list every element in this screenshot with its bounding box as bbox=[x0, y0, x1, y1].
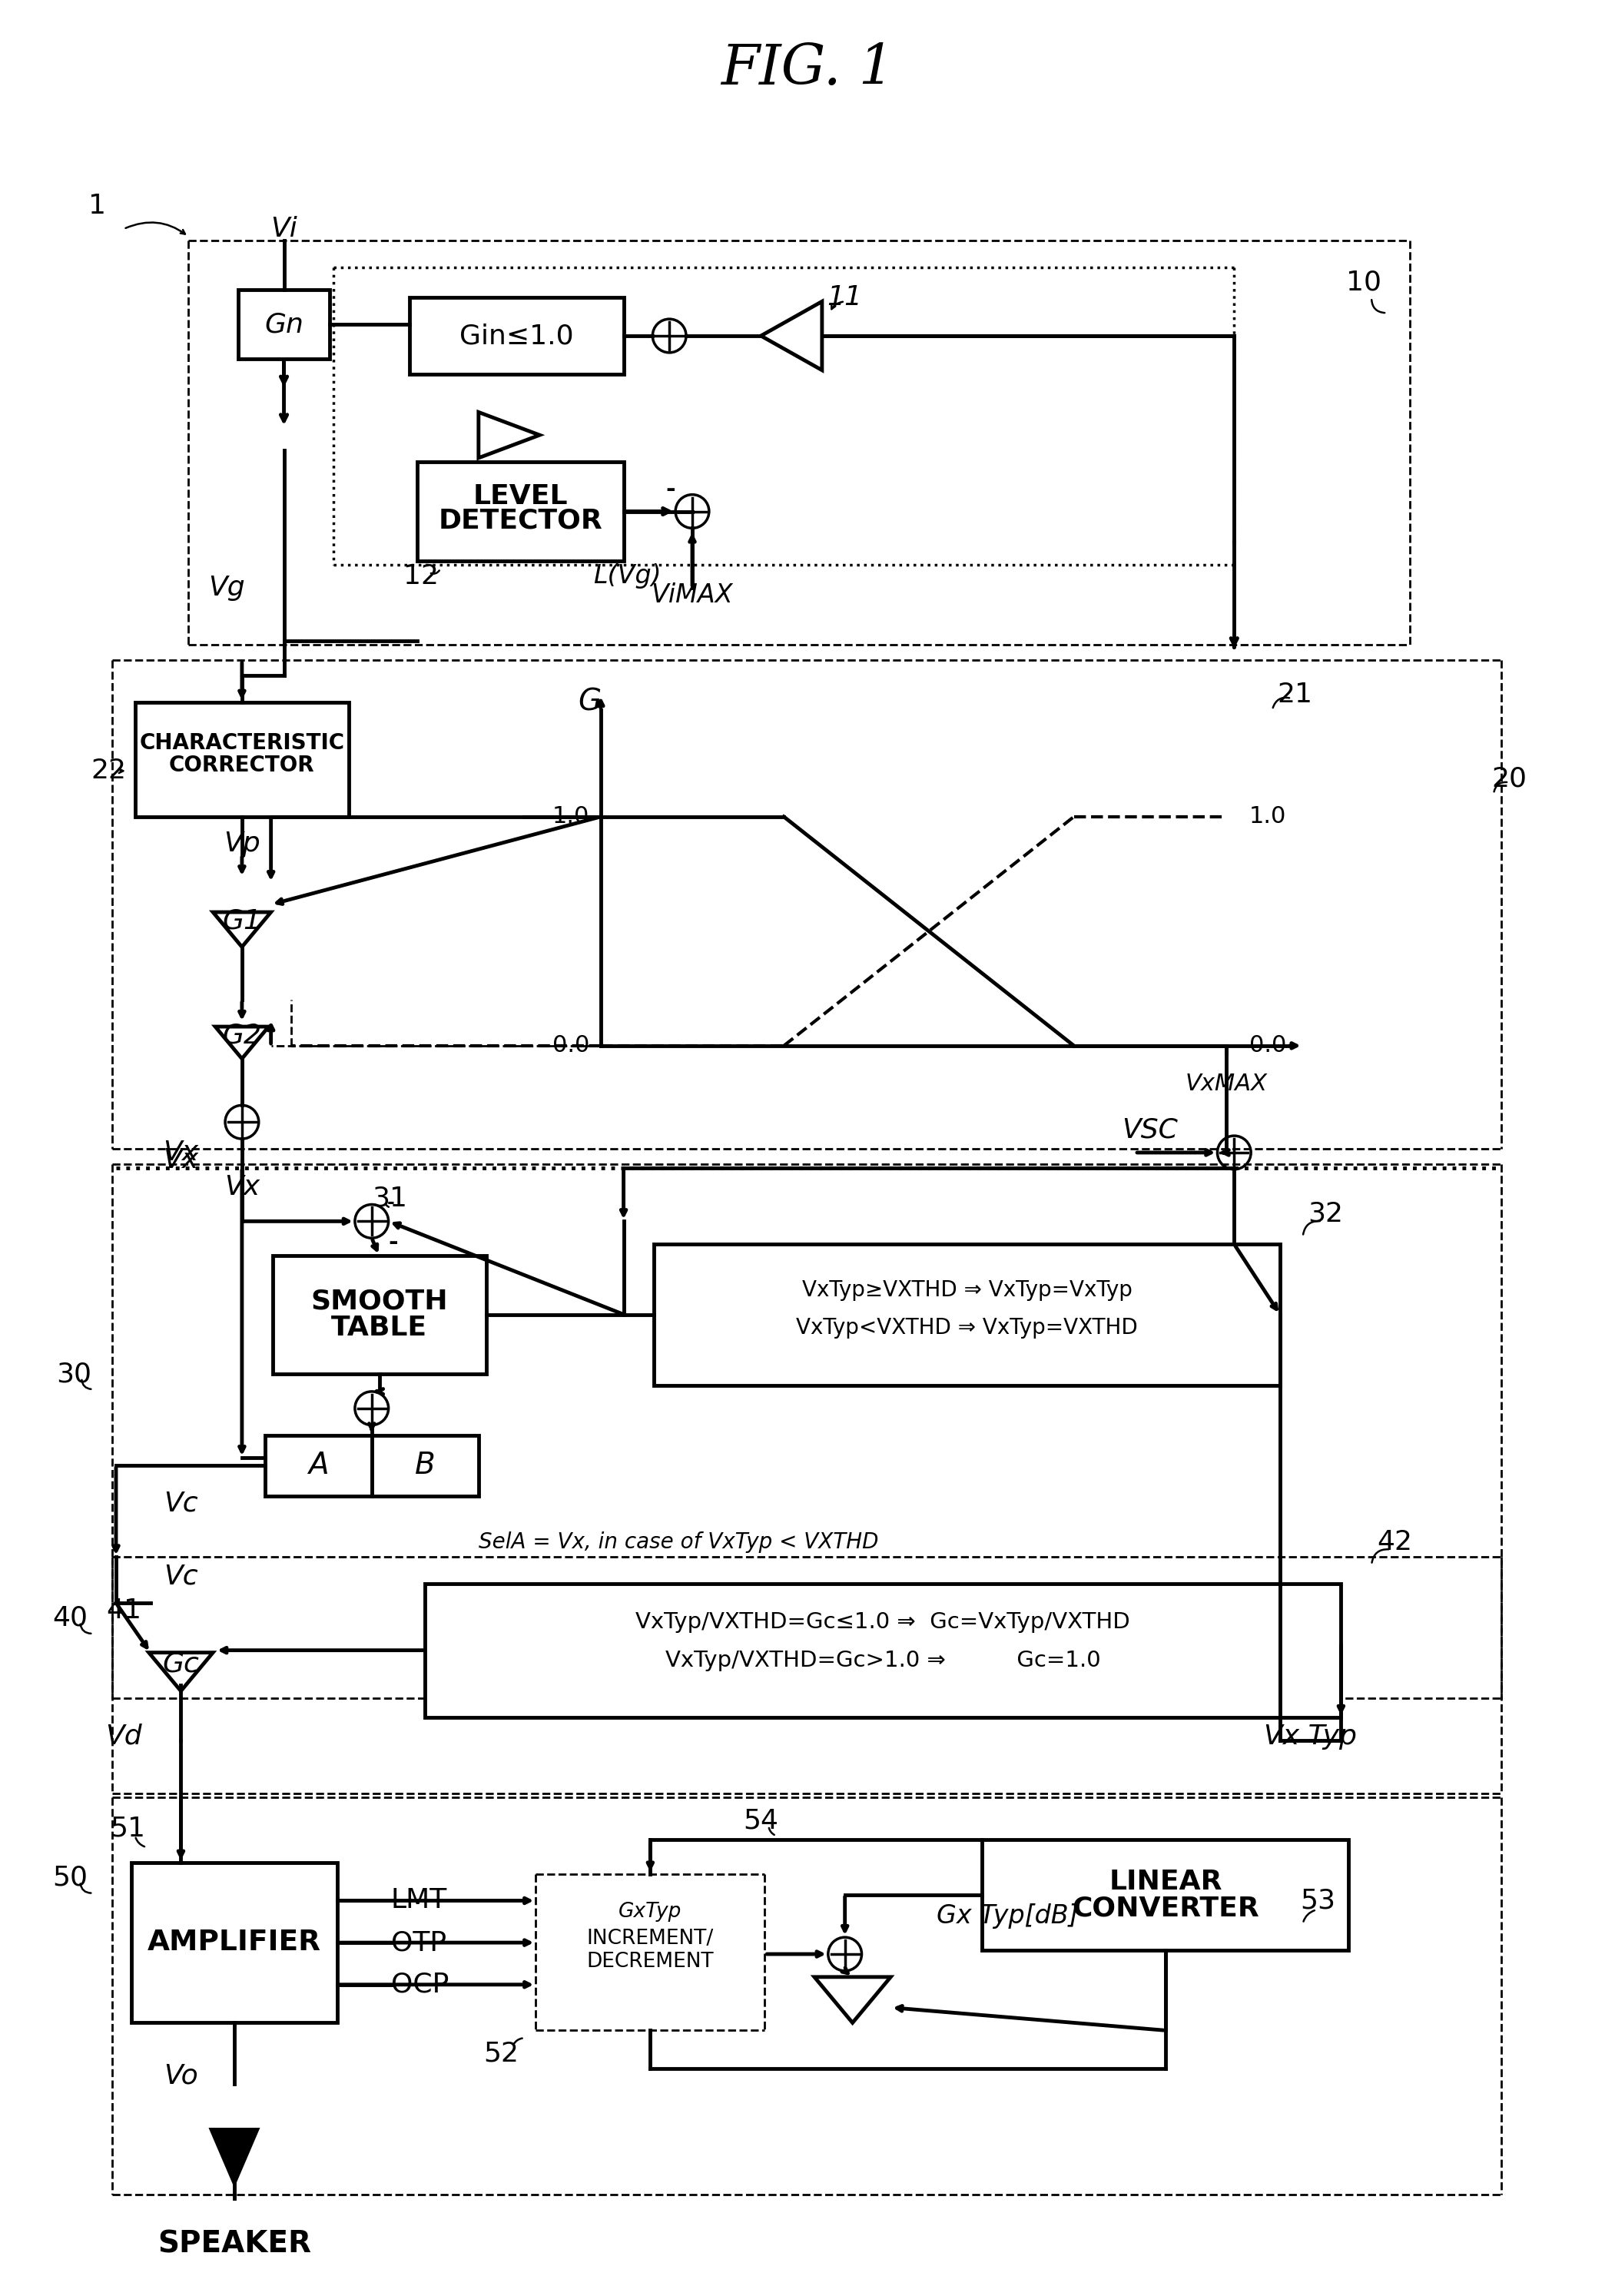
Text: Vx: Vx bbox=[224, 1173, 260, 1201]
Text: 21: 21 bbox=[1277, 682, 1313, 707]
Bar bbox=[425, 1584, 1340, 1717]
Text: G2: G2 bbox=[223, 1022, 262, 1049]
Bar bbox=[237, 289, 329, 358]
Text: AMPLIFIER: AMPLIFIER bbox=[147, 1929, 321, 1956]
Text: 42: 42 bbox=[1376, 1529, 1412, 1554]
Text: 54: 54 bbox=[743, 1807, 778, 1835]
Polygon shape bbox=[814, 1977, 891, 2023]
Text: Vd: Vd bbox=[105, 1724, 142, 1750]
Text: 0.0: 0.0 bbox=[552, 1035, 589, 1056]
Text: VxMAX: VxMAX bbox=[1185, 1072, 1268, 1095]
Text: 53: 53 bbox=[1300, 1887, 1336, 1913]
Polygon shape bbox=[215, 1026, 268, 1058]
Polygon shape bbox=[149, 1653, 213, 1692]
Text: DECREMENT: DECREMENT bbox=[586, 1952, 714, 1972]
Bar bbox=[982, 1839, 1349, 1949]
Text: 51: 51 bbox=[110, 1816, 145, 1841]
Text: G1: G1 bbox=[223, 909, 262, 934]
Bar bbox=[265, 1435, 478, 1497]
Text: 52: 52 bbox=[484, 2041, 518, 2066]
Text: VxTyp≥VXTHD ⇒ VxTyp=VxTyp: VxTyp≥VXTHD ⇒ VxTyp=VxTyp bbox=[803, 1279, 1132, 1302]
Text: 12: 12 bbox=[404, 563, 439, 590]
Polygon shape bbox=[213, 912, 271, 946]
Text: DETECTOR: DETECTOR bbox=[438, 507, 602, 533]
Text: Gin≤1.0: Gin≤1.0 bbox=[460, 324, 573, 349]
Text: Vc: Vc bbox=[163, 1564, 199, 1589]
Text: CONVERTER: CONVERTER bbox=[1072, 1894, 1260, 1922]
Bar bbox=[273, 1256, 486, 1373]
Polygon shape bbox=[212, 2131, 257, 2183]
Text: Gx Typ[dB]: Gx Typ[dB] bbox=[937, 1903, 1079, 1929]
Text: G: G bbox=[578, 687, 601, 716]
Polygon shape bbox=[761, 301, 822, 370]
Text: Vx Typ: Vx Typ bbox=[1265, 1724, 1357, 1750]
Text: 31: 31 bbox=[371, 1185, 407, 1212]
Text: Gn: Gn bbox=[265, 312, 304, 338]
Text: VxTyp<VXTHD ⇒ VxTyp=VXTHD: VxTyp<VXTHD ⇒ VxTyp=VXTHD bbox=[796, 1318, 1139, 1339]
Text: VSC: VSC bbox=[1122, 1116, 1179, 1143]
Text: 10: 10 bbox=[1347, 269, 1381, 296]
Text: Vx: Vx bbox=[163, 1148, 199, 1173]
Text: 1.0: 1.0 bbox=[1250, 806, 1287, 829]
Text: -: - bbox=[665, 480, 675, 501]
Text: Vc: Vc bbox=[163, 1490, 199, 1518]
Text: ViMAX: ViMAX bbox=[651, 583, 733, 608]
Text: 40: 40 bbox=[53, 1605, 87, 1630]
Text: Vx: Vx bbox=[163, 1139, 199, 1166]
Text: A: A bbox=[308, 1451, 328, 1481]
Text: CORRECTOR: CORRECTOR bbox=[170, 755, 315, 776]
Text: L(Vg): L(Vg) bbox=[593, 563, 662, 590]
Text: GxTyp: GxTyp bbox=[619, 1901, 682, 1922]
Bar bbox=[410, 298, 623, 374]
Text: Gc: Gc bbox=[163, 1651, 199, 1676]
Text: 50: 50 bbox=[53, 1864, 87, 1892]
Text: FIG. 1: FIG. 1 bbox=[720, 41, 895, 96]
Text: 11: 11 bbox=[827, 285, 862, 310]
Text: Vg: Vg bbox=[208, 574, 245, 602]
Text: 1.0: 1.0 bbox=[552, 806, 589, 829]
Text: 1: 1 bbox=[89, 193, 105, 218]
Text: SelA = Vx, in case of VxTyp < VXTHD: SelA = Vx, in case of VxTyp < VXTHD bbox=[478, 1531, 879, 1552]
Text: LEVEL: LEVEL bbox=[473, 482, 568, 510]
Text: 32: 32 bbox=[1308, 1201, 1344, 1226]
Text: VxTyp/VXTHD=Gc≤1.0 ⇒  Gc=VxTyp/VXTHD: VxTyp/VXTHD=Gc≤1.0 ⇒ Gc=VxTyp/VXTHD bbox=[636, 1612, 1130, 1632]
Text: 30: 30 bbox=[57, 1362, 92, 1387]
Text: 41: 41 bbox=[107, 1598, 141, 1623]
Text: 22: 22 bbox=[90, 758, 126, 783]
Text: LMT: LMT bbox=[391, 1887, 447, 1913]
Text: CHARACTERISTIC: CHARACTERISTIC bbox=[139, 732, 344, 753]
Text: SMOOTH: SMOOTH bbox=[310, 1288, 447, 1316]
Text: 0.0: 0.0 bbox=[1250, 1035, 1287, 1056]
Text: OCP: OCP bbox=[391, 1972, 449, 1998]
Bar bbox=[654, 1244, 1281, 1384]
Text: VxTyp/VXTHD=Gc>1.0 ⇒          Gc=1.0: VxTyp/VXTHD=Gc>1.0 ⇒ Gc=1.0 bbox=[665, 1649, 1101, 1671]
Text: OTP: OTP bbox=[391, 1929, 446, 1956]
Text: SPEAKER: SPEAKER bbox=[158, 2229, 312, 2259]
Bar bbox=[131, 1862, 338, 2023]
Bar bbox=[418, 461, 623, 560]
Polygon shape bbox=[478, 413, 539, 457]
Text: TABLE: TABLE bbox=[331, 1316, 428, 1341]
Text: -: - bbox=[388, 1194, 394, 1212]
Text: -: - bbox=[388, 1231, 397, 1254]
Text: Vo: Vo bbox=[163, 2064, 199, 2089]
Text: LINEAR: LINEAR bbox=[1110, 1869, 1223, 1894]
Text: Vp: Vp bbox=[223, 831, 260, 856]
Text: B: B bbox=[415, 1451, 436, 1481]
Text: Vi: Vi bbox=[271, 216, 297, 241]
Text: INCREMENT/: INCREMENT/ bbox=[586, 1929, 714, 1949]
Bar bbox=[136, 703, 349, 817]
Text: 20: 20 bbox=[1491, 765, 1526, 792]
